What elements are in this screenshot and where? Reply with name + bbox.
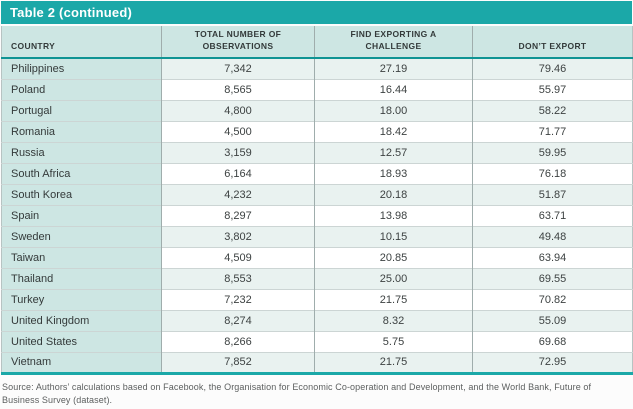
- cell-dont-export: 55.97: [472, 79, 633, 100]
- column-header-label: COUNTRY: [11, 40, 56, 51]
- table-row: Vietnam 7,852 21.75 72.95: [1, 352, 633, 373]
- table-row: United States 8,266 5.75 69.68: [1, 331, 633, 352]
- cell-country: Sweden: [1, 226, 162, 247]
- cell-challenge: 18.93: [314, 163, 473, 184]
- cell-country: Poland: [1, 79, 162, 100]
- cell-challenge: 27.19: [314, 58, 473, 79]
- cell-observations: 7,232: [161, 289, 315, 310]
- table-title-bar: Table 2 (continued): [1, 1, 632, 24]
- table-row: Poland 8,565 16.44 55.97: [1, 79, 633, 100]
- cell-dont-export: 51.87: [472, 184, 633, 205]
- cell-dont-export: 63.94: [472, 247, 633, 268]
- cell-challenge: 25.00: [314, 268, 473, 289]
- cell-country: Turkey: [1, 289, 162, 310]
- cell-observations: 6,164: [161, 163, 315, 184]
- cell-observations: 4,800: [161, 100, 315, 121]
- table-row: Philippines 7,342 27.19 79.46: [1, 58, 633, 79]
- cell-observations: 8,297: [161, 205, 315, 226]
- cell-country: Taiwan: [1, 247, 162, 268]
- cell-country: Thailand: [1, 268, 162, 289]
- table-row: Sweden 3,802 10.15 49.48: [1, 226, 633, 247]
- cell-country: Romania: [1, 121, 162, 142]
- cell-country: Vietnam: [1, 352, 162, 373]
- table-row: South Africa 6,164 18.93 76.18: [1, 163, 633, 184]
- table-row: United Kingdom 8,274 8.32 55.09: [1, 310, 633, 331]
- cell-observations: 3,802: [161, 226, 315, 247]
- cell-observations: 8,266: [161, 331, 315, 352]
- cell-challenge: 8.32: [314, 310, 473, 331]
- cell-observations: 8,553: [161, 268, 315, 289]
- cell-challenge: 16.44: [314, 79, 473, 100]
- cell-dont-export: 58.22: [472, 100, 633, 121]
- cell-country: Russia: [1, 142, 162, 163]
- cell-country: South Korea: [1, 184, 162, 205]
- table-row: Russia 3,159 12.57 59.95: [1, 142, 633, 163]
- cell-observations: 4,232: [161, 184, 315, 205]
- table-header: COUNTRY TOTAL NUMBER OF OBSERVATIONS FIN…: [1, 26, 633, 58]
- data-table: COUNTRY TOTAL NUMBER OF OBSERVATIONS FIN…: [1, 26, 633, 375]
- table-title: Table 2 (continued): [10, 5, 133, 20]
- cell-country: Portugal: [1, 100, 162, 121]
- column-header-label: TOTAL NUMBER OF OBSERVATIONS: [194, 29, 282, 51]
- cell-challenge: 20.18: [314, 184, 473, 205]
- cell-dont-export: 79.46: [472, 58, 633, 79]
- table-row: South Korea 4,232 20.18 51.87: [1, 184, 633, 205]
- cell-dont-export: 76.18: [472, 163, 633, 184]
- cell-challenge: 20.85: [314, 247, 473, 268]
- cell-dont-export: 70.82: [472, 289, 633, 310]
- cell-dont-export: 55.09: [472, 310, 633, 331]
- cell-challenge: 18.42: [314, 121, 473, 142]
- cell-dont-export: 69.55: [472, 268, 633, 289]
- cell-observations: 8,274: [161, 310, 315, 331]
- header-row: COUNTRY TOTAL NUMBER OF OBSERVATIONS FIN…: [1, 26, 633, 58]
- cell-country: United Kingdom: [1, 310, 162, 331]
- column-header-label: FIND EXPORTING A CHALLENGE: [350, 29, 437, 51]
- column-header-dont-export: DON’T EXPORT: [472, 26, 633, 58]
- cell-dont-export: 71.77: [472, 121, 633, 142]
- cell-observations: 7,342: [161, 58, 315, 79]
- cell-challenge: 21.75: [314, 352, 473, 373]
- table-row: Spain 8,297 13.98 63.71: [1, 205, 633, 226]
- cell-country: Spain: [1, 205, 162, 226]
- cell-observations: 8,565: [161, 79, 315, 100]
- cell-challenge: 21.75: [314, 289, 473, 310]
- column-header-challenge: FIND EXPORTING A CHALLENGE: [314, 26, 473, 58]
- source-note: Source: Authors’ calculations based on F…: [2, 381, 592, 406]
- table-row: Turkey 7,232 21.75 70.82: [1, 289, 633, 310]
- cell-challenge: 5.75: [314, 331, 473, 352]
- cell-dont-export: 72.95: [472, 352, 633, 373]
- table-row: Romania 4,500 18.42 71.77: [1, 121, 633, 142]
- cell-dont-export: 63.71: [472, 205, 633, 226]
- cell-challenge: 13.98: [314, 205, 473, 226]
- table-body: Philippines 7,342 27.19 79.46 Poland 8,5…: [1, 58, 633, 373]
- cell-country: Philippines: [1, 58, 162, 79]
- cell-observations: 3,159: [161, 142, 315, 163]
- cell-country: United States: [1, 331, 162, 352]
- table-row: Portugal 4,800 18.00 58.22: [1, 100, 633, 121]
- cell-country: South Africa: [1, 163, 162, 184]
- cell-dont-export: 59.95: [472, 142, 633, 163]
- cell-dont-export: 49.48: [472, 226, 633, 247]
- cell-challenge: 12.57: [314, 142, 473, 163]
- cell-observations: 4,509: [161, 247, 315, 268]
- cell-dont-export: 69.68: [472, 331, 633, 352]
- cell-challenge: 18.00: [314, 100, 473, 121]
- column-header-observations: TOTAL NUMBER OF OBSERVATIONS: [161, 26, 315, 58]
- table-row: Taiwan 4,509 20.85 63.94: [1, 247, 633, 268]
- cell-observations: 7,852: [161, 352, 315, 373]
- table-row: Thailand 8,553 25.00 69.55: [1, 268, 633, 289]
- column-header-country: COUNTRY: [2, 26, 162, 58]
- cell-observations: 4,500: [161, 121, 315, 142]
- cell-challenge: 10.15: [314, 226, 473, 247]
- column-header-label: DON’T EXPORT: [518, 40, 587, 51]
